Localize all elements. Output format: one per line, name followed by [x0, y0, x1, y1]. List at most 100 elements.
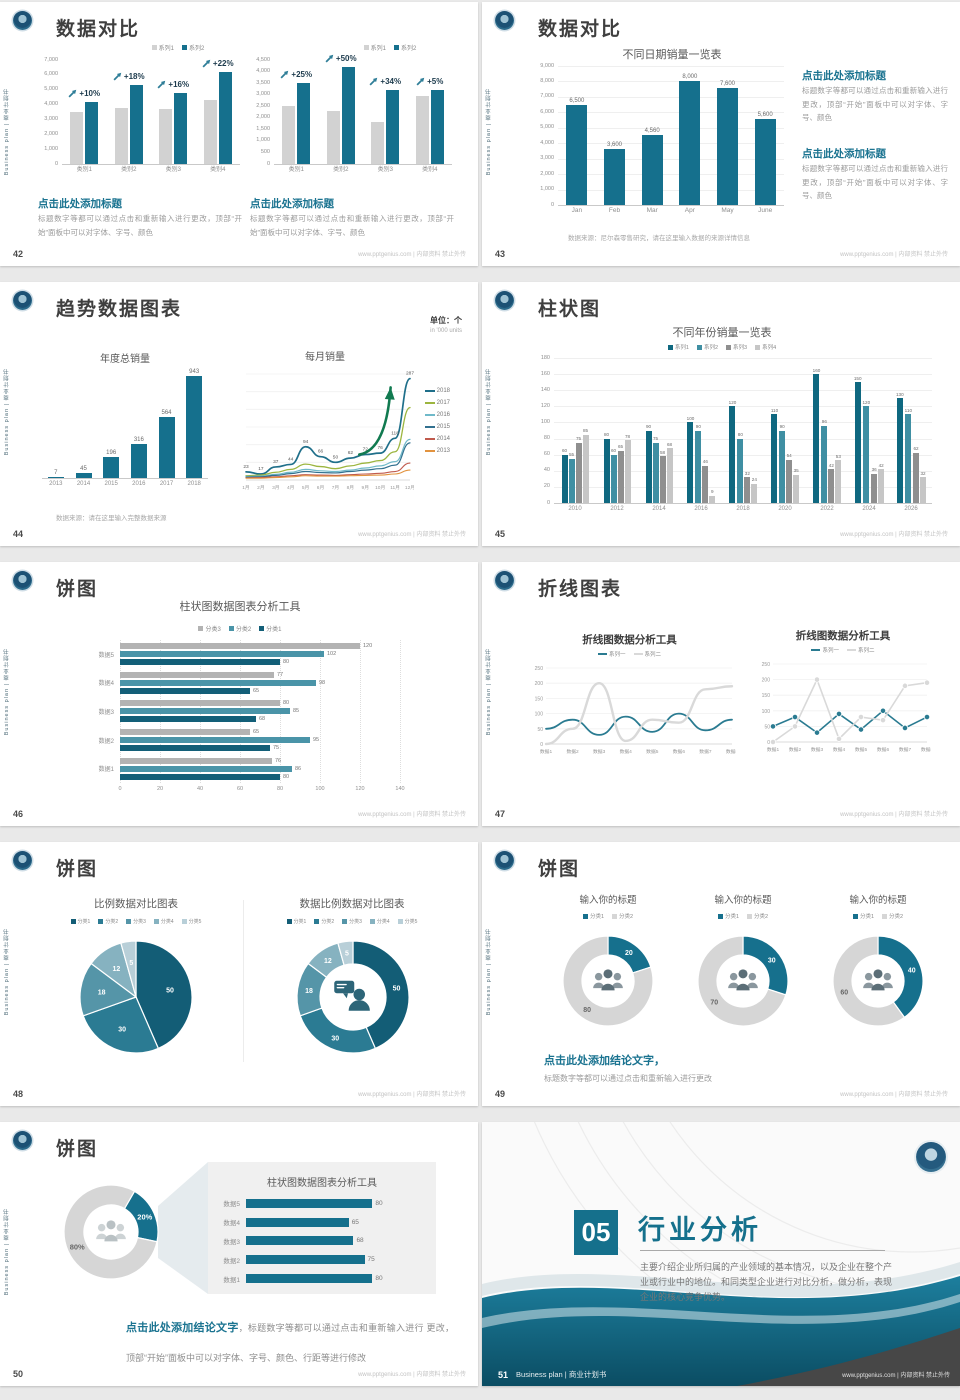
svg-text:76: 76	[378, 445, 384, 451]
category-label: 2026	[904, 506, 918, 512]
legend-label: 分类4	[376, 919, 390, 925]
bar-wrap: 6,500	[566, 97, 588, 205]
value-label: 65	[351, 1218, 359, 1226]
legend-swatch	[70, 919, 76, 924]
bar-wrap: 564	[158, 410, 175, 478]
svg-text:5: 5	[129, 960, 133, 967]
bar-row: 数据2 65 95 75	[92, 729, 424, 752]
bar-group: 943 2018	[180, 369, 208, 487]
bar-line: 65	[246, 1217, 428, 1227]
slide-50-donut-breakdown[interactable]: 饼图 Business plan | 商业计划书 20% 80% 柱状图数据图表分…	[0, 1122, 478, 1386]
slide-47-line-charts[interactable]: 折线图表 Business plan | 商业计划书 折线图数据分析工具 系列一…	[482, 562, 960, 826]
sidebar-vertical-text: Business plan | 商业计划书	[4, 368, 10, 456]
svg-text:250: 250	[535, 666, 544, 672]
legend-label: 分类4	[160, 919, 174, 925]
bar	[120, 745, 270, 752]
x-axis-tick: 100	[315, 786, 325, 792]
bar	[603, 438, 610, 503]
legend-item: 系列一	[811, 646, 839, 654]
bar	[174, 92, 188, 164]
bar	[120, 773, 280, 780]
bars: 110 90 54 35	[764, 408, 806, 503]
percent-callout: +18%	[99, 72, 160, 81]
bar-wrap: 90	[645, 424, 652, 503]
slide-48-pie-charts[interactable]: 饼图 Business plan | 商业计划书 比例数据对比图表 分类1 分类2…	[0, 842, 478, 1106]
svg-text:11月: 11月	[390, 485, 400, 491]
value-label: 4,560	[644, 127, 660, 134]
bar-wrap: 54	[786, 453, 793, 503]
value-label: 6,500	[569, 97, 585, 104]
legend-swatch	[342, 919, 348, 924]
value-label: 80	[375, 1275, 383, 1283]
svg-text:50: 50	[333, 454, 339, 460]
bar	[120, 679, 316, 686]
placeholder-heading: 点击此处添加标题	[250, 198, 334, 210]
value-label: 65	[253, 729, 260, 736]
legend-item: 分类4	[153, 918, 174, 925]
svg-text:12: 12	[112, 966, 120, 973]
bar	[326, 110, 340, 164]
bar	[828, 469, 835, 503]
bar-wrap: 196	[103, 450, 120, 478]
panel-bar-chart: 数据5 80 数据4 65 数据3 68 数据2 75 数据1 80	[216, 1194, 428, 1288]
value-label: 95	[313, 737, 320, 744]
plot-area: 60 55 75 85 2010 80 60 65 78 2012 90 75 58 68 2014 100 9…	[554, 358, 932, 512]
divider-background	[482, 1122, 960, 1386]
y-axis-tick: 2,000	[256, 114, 270, 121]
bar	[751, 483, 758, 503]
svg-text:数据7: 数据7	[699, 748, 712, 755]
x-axis-tick: 40	[196, 786, 204, 792]
bar-stack: 68	[246, 1236, 428, 1246]
percent-callout: +10%	[54, 89, 115, 98]
bar	[203, 100, 217, 164]
y-axis-tick: 160	[540, 370, 550, 377]
bar	[854, 382, 861, 503]
legend-label: 分类1	[724, 914, 739, 920]
y-axis-tick: 5,000	[540, 124, 554, 131]
bar-wrap: 7,600	[717, 81, 739, 205]
bar	[687, 422, 694, 503]
bar-group: 160 96 42 53 2022	[806, 358, 848, 512]
legend-swatch	[852, 913, 858, 919]
gridline	[360, 640, 361, 783]
bar	[120, 729, 250, 736]
legend-item: 分类1	[852, 912, 874, 920]
page-number: 47	[495, 809, 506, 819]
bar-wrap: 130	[896, 392, 904, 503]
legend-swatch	[882, 913, 887, 919]
svg-text:3月: 3月	[272, 485, 279, 491]
y-axis-tick: 1,000	[256, 137, 270, 144]
slide-51-section-divider[interactable]: 05 行业分析 主要介绍企业所归属的产业领域的基本情况，以及企业在整个产业或行业…	[482, 1122, 960, 1386]
slide-45-column-chart[interactable]: 柱状图 Business plan | 商业计划书 不同年份销量一览表 系列1 系…	[482, 282, 960, 546]
value-label: 7	[54, 470, 58, 476]
bar-row: 数据3 80 85 68	[92, 700, 424, 723]
value-label: 80	[375, 1199, 383, 1207]
slide-44-trend-charts[interactable]: 趋势数据图表 Business plan | 商业计划书 单位：个 in '00…	[0, 282, 478, 546]
category-label: 数据3	[98, 709, 114, 716]
svg-text:18: 18	[98, 989, 106, 996]
legend-label: 系列4	[762, 345, 777, 351]
legend-item: 分类1	[582, 912, 604, 920]
svg-text:150: 150	[762, 693, 771, 699]
bar-stack: 120 102 80	[120, 643, 424, 666]
value-label: 80	[283, 700, 290, 707]
bar	[120, 716, 256, 723]
svg-text:80%: 80%	[70, 1243, 85, 1252]
bar	[641, 134, 663, 205]
bar-wrap	[371, 122, 385, 164]
category-label: 类别4	[422, 167, 438, 173]
bars	[408, 90, 453, 164]
chart-title: 输入你的标题	[849, 895, 907, 906]
legend-item: 2016	[424, 412, 450, 418]
bar-wrap: 75	[652, 436, 659, 503]
slide-42-data-comparison[interactable]: 数据对比 Business plan | 商业计划书 系列1 系列2 0 1,000…	[0, 2, 478, 266]
legend-item: 2017	[424, 400, 450, 406]
slide-43-data-comparison[interactable]: 数据对比 Business plan | 商业计划书 不同日期销量一览表 0 1,…	[482, 2, 960, 266]
slide-49-donut-charts[interactable]: 饼图 Business plan | 商业计划书 输入你的标题 分类1 分类2 2…	[482, 842, 960, 1106]
bar-group: 196 2015	[97, 370, 125, 487]
brand-logo-icon	[916, 1142, 946, 1172]
svg-text:100: 100	[535, 712, 544, 718]
bar-wrap: 120	[863, 400, 870, 503]
section-number: 05	[574, 1210, 618, 1255]
slide-46-horizontal-bars[interactable]: 饼图 Business plan | 商业计划书 柱状图数据图表分析工具 分类3…	[0, 562, 478, 826]
